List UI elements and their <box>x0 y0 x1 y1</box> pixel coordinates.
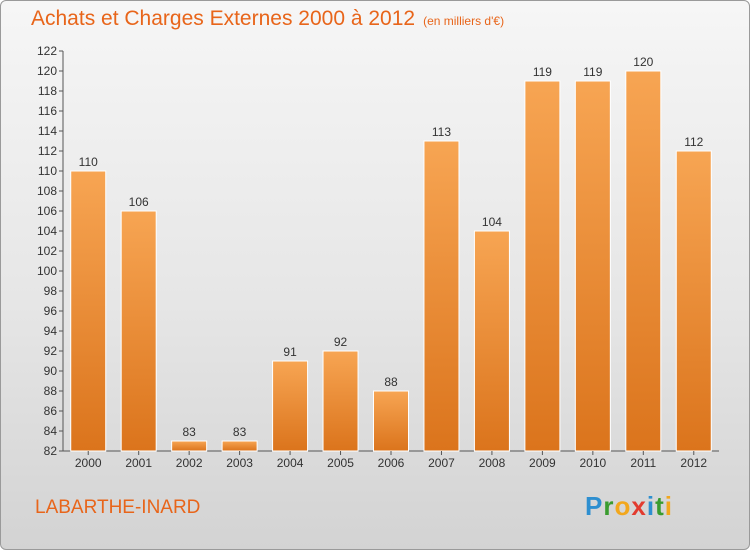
bar-value-label: 88 <box>384 375 398 389</box>
y-tick-label: 114 <box>38 124 57 138</box>
bar-value-label: 106 <box>129 195 149 209</box>
bar <box>171 440 208 452</box>
bar-value-label: 92 <box>334 335 348 349</box>
bar-value-label: 119 <box>583 65 602 79</box>
x-tick-label: 2004 <box>277 456 304 470</box>
bar <box>524 80 561 452</box>
x-tick-label: 2012 <box>680 456 707 470</box>
chart-title: Achats et Charges Externes 2000 à 2012 (e… <box>31 7 504 31</box>
x-tick-label: 2007 <box>428 456 455 470</box>
logo-letter: i <box>664 491 673 521</box>
y-tick-label: 118 <box>38 84 57 98</box>
y-tick-label: 108 <box>37 184 57 198</box>
logo-letter: P <box>585 491 604 521</box>
x-tick-label: 2001 <box>125 456 152 470</box>
bar <box>272 360 309 452</box>
x-tick-label: 2006 <box>378 456 405 470</box>
bar-value-label: 112 <box>684 135 703 149</box>
bar-value-label: 119 <box>533 65 552 79</box>
y-tick-label: 122 <box>37 44 57 58</box>
y-tick-label: 90 <box>44 364 58 378</box>
place-name: LABARTHE-INARD <box>35 497 201 518</box>
x-tick-label: 2008 <box>479 456 506 470</box>
y-tick-label: 88 <box>44 384 58 398</box>
logo-letter: i <box>646 491 656 521</box>
y-tick-label: 104 <box>37 224 57 238</box>
logo-letter: r <box>603 491 615 521</box>
bar-value-label: 83 <box>233 425 247 439</box>
x-tick-label: 2000 <box>75 456 102 470</box>
bar <box>675 150 712 452</box>
x-tick-label: 2011 <box>630 456 656 470</box>
bar-value-label: 120 <box>633 55 653 69</box>
y-tick-label: 112 <box>38 144 57 158</box>
chart-title-text: Achats et Charges Externes 2000 à 2012 <box>31 7 416 30</box>
y-tick-label: 84 <box>44 424 58 438</box>
bar <box>120 210 157 452</box>
chart-unit-text: (en milliers d'€) <box>423 14 505 28</box>
bar <box>423 140 460 452</box>
bar-value-label: 91 <box>283 345 297 359</box>
bar-value-label: 110 <box>79 155 98 169</box>
logo-letter: o <box>614 491 632 521</box>
logo-letter: x <box>631 491 647 521</box>
x-tick-label: 2009 <box>529 456 556 470</box>
bar <box>473 230 510 452</box>
bar <box>221 440 258 452</box>
y-tick-label: 116 <box>38 104 57 118</box>
bar <box>625 70 662 452</box>
y-tick-label: 106 <box>37 204 57 218</box>
y-tick-label: 110 <box>38 164 57 178</box>
bar <box>70 170 107 452</box>
y-tick-label: 102 <box>37 244 57 258</box>
x-tick-label: 2003 <box>226 456 253 470</box>
y-tick-label: 92 <box>44 344 58 358</box>
x-tick-label: 2010 <box>579 456 606 470</box>
bar-value-label: 83 <box>182 425 196 439</box>
bar <box>574 80 611 452</box>
y-tick-label: 96 <box>44 304 58 318</box>
y-tick-label: 120 <box>37 64 57 78</box>
y-tick-label: 98 <box>44 284 58 298</box>
y-tick-label: 94 <box>44 324 58 338</box>
x-tick-label: 2005 <box>327 456 354 470</box>
y-tick-label: 100 <box>37 264 57 278</box>
proxiti-logo: Proxiti <box>585 491 673 522</box>
logo-letter: t <box>655 491 665 521</box>
y-tick-label: 82 <box>44 444 58 458</box>
y-tick-label: 86 <box>44 404 58 418</box>
bar <box>373 390 409 452</box>
bar-value-label: 113 <box>432 125 451 139</box>
x-tick-label: 2002 <box>176 456 203 470</box>
bar-value-label: 104 <box>482 215 502 229</box>
bar <box>322 350 359 452</box>
